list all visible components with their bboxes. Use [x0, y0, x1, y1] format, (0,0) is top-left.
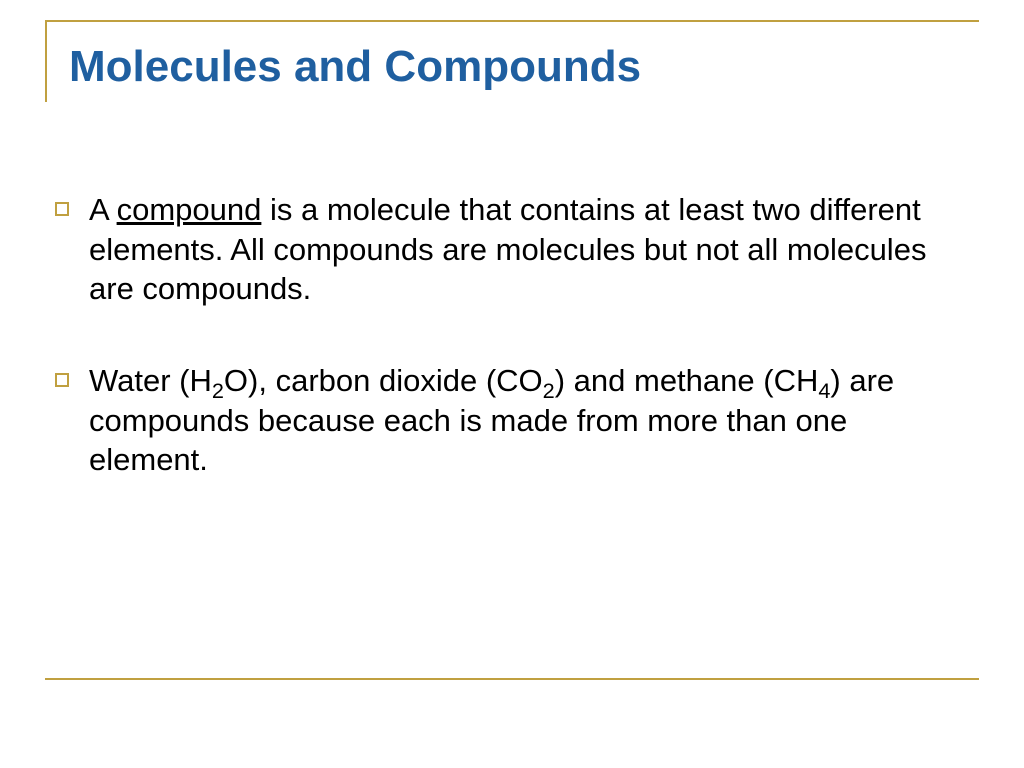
title-accent-bar — [45, 20, 47, 102]
bottom-rule — [45, 678, 979, 680]
bullet-text: A compound is a molecule that contains a… — [89, 190, 969, 309]
slide-container: Molecules and Compounds A compound is a … — [45, 20, 979, 678]
bullet-text: Water (H2O), carbon dioxide (CO2) and me… — [89, 361, 969, 480]
top-rule — [45, 20, 979, 22]
bullet-item: A compound is a molecule that contains a… — [55, 190, 969, 309]
slide-title: Molecules and Compounds — [69, 42, 641, 92]
bullet-marker-icon — [55, 373, 69, 387]
slide-content: A compound is a molecule that contains a… — [55, 190, 969, 532]
bullet-marker-icon — [55, 202, 69, 216]
bullet-item: Water (H2O), carbon dioxide (CO2) and me… — [55, 361, 969, 480]
